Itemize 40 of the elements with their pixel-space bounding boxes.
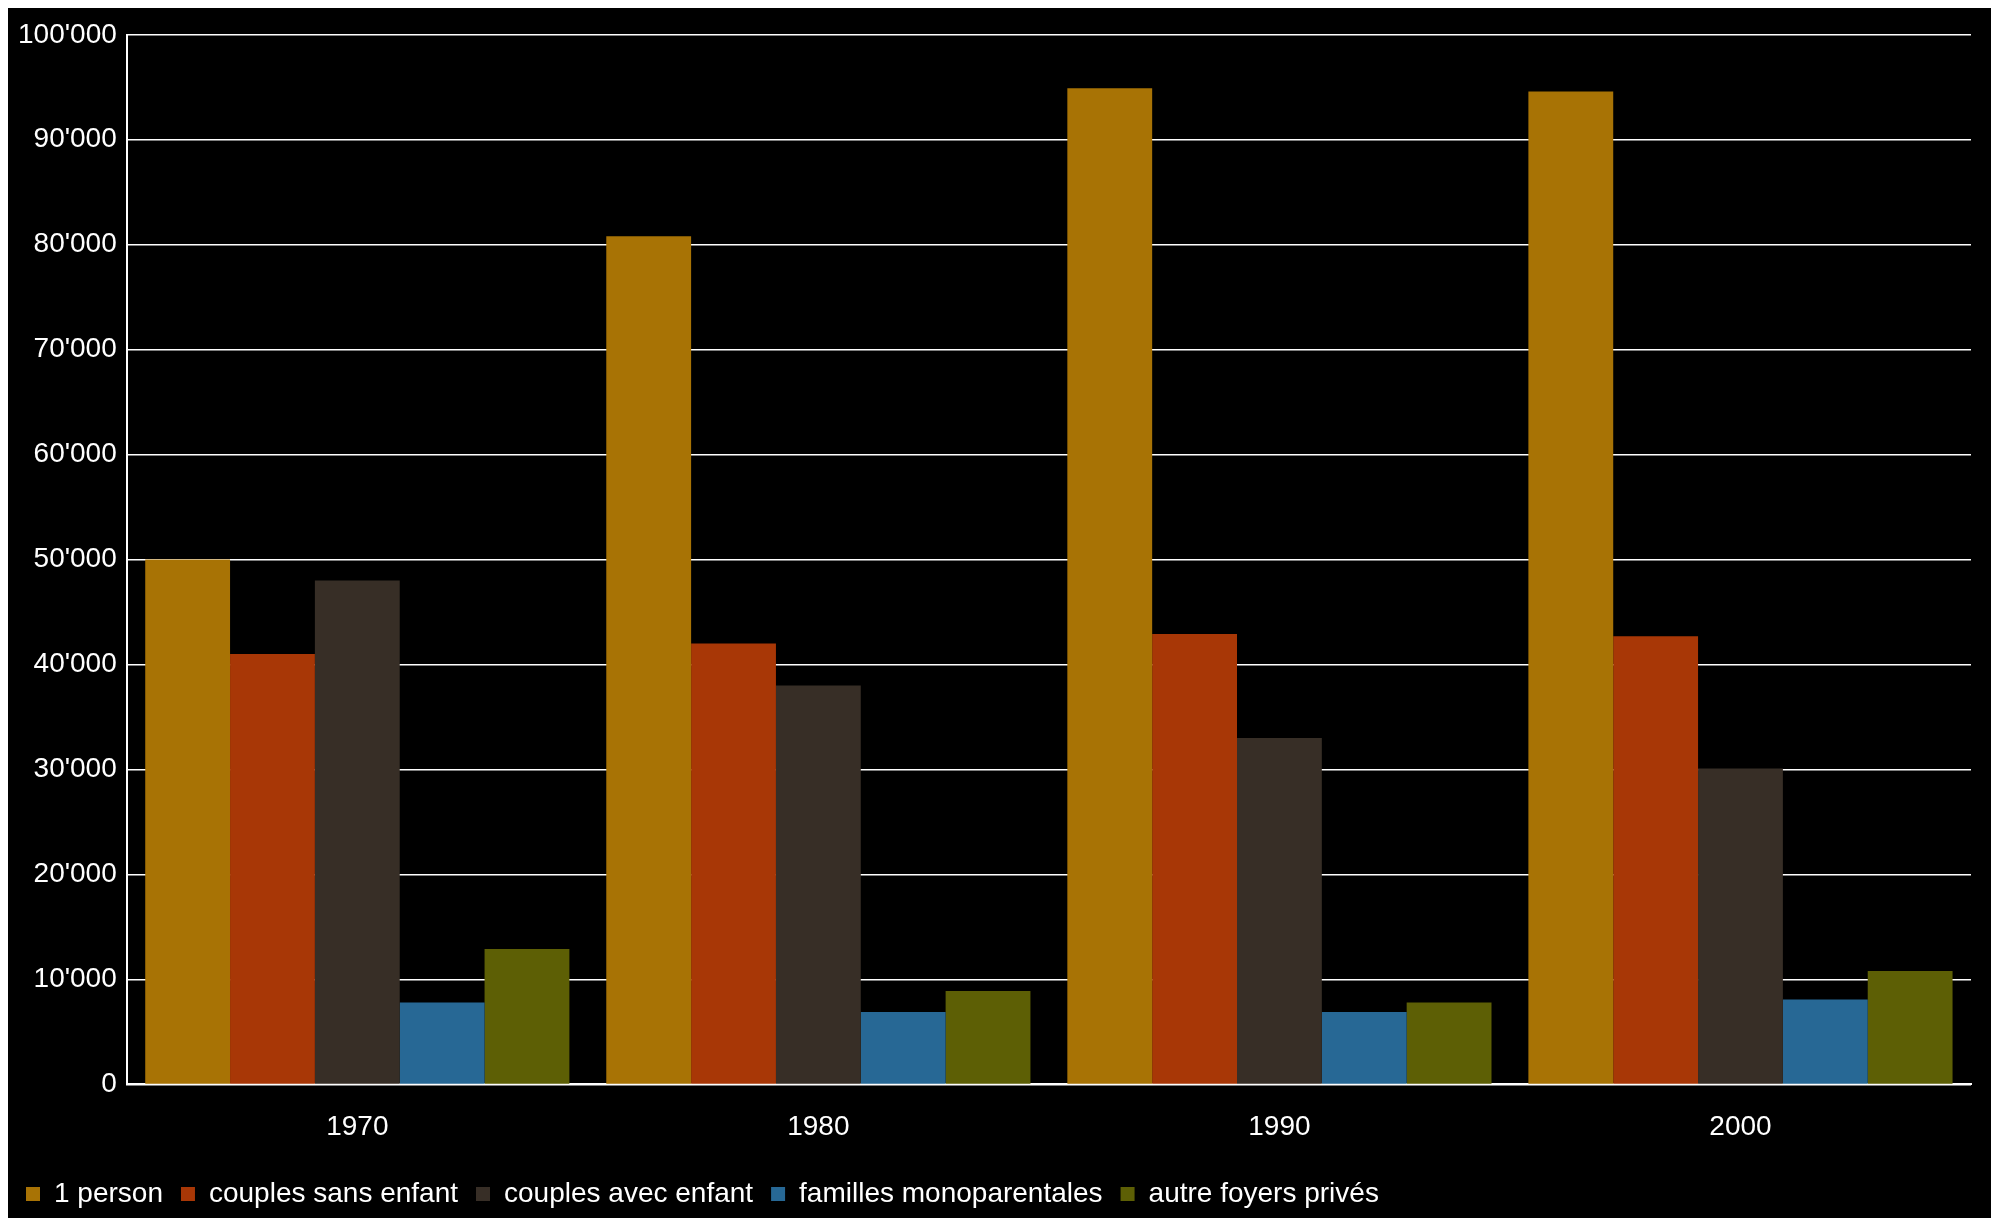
- y-tick-label: 20'000: [33, 857, 117, 889]
- bar: [314, 580, 400, 1084]
- bar: [691, 643, 776, 1084]
- y-tick-label: 60'000: [33, 437, 117, 469]
- bar: [606, 236, 692, 1084]
- y-tick-label: 100'000: [18, 17, 117, 49]
- bar: [1406, 1002, 1492, 1084]
- bar: [860, 1011, 946, 1084]
- bar: [399, 1002, 485, 1084]
- bar: [1867, 971, 1953, 1084]
- bar: [1067, 88, 1153, 1084]
- y-tick-label: 90'000: [33, 122, 117, 154]
- bar: [1528, 91, 1614, 1084]
- x-tick-label: 2000: [1709, 1109, 1772, 1141]
- legend-label: 1 person: [54, 1176, 163, 1208]
- y-tick-label: 0: [101, 1067, 117, 1099]
- legend-label: couples sans enfant: [208, 1176, 459, 1208]
- y-tick-label: 10'000: [33, 962, 117, 994]
- bar: [1152, 634, 1237, 1084]
- legend-label: autre foyers privés: [1148, 1176, 1379, 1208]
- bar: [1782, 999, 1868, 1084]
- legend-label: familles monoparentales: [799, 1176, 1103, 1208]
- bar: [1237, 738, 1322, 1084]
- x-tick-label: 1970: [326, 1109, 389, 1141]
- bar: [1698, 768, 1783, 1084]
- y-tick-label: 70'000: [33, 332, 117, 364]
- bar: [775, 685, 861, 1084]
- y-tick-label: 40'000: [33, 647, 117, 679]
- bar: [145, 559, 231, 1084]
- legend-label: couples avec enfant: [504, 1176, 754, 1208]
- bar: [945, 990, 1031, 1084]
- x-tick-label: 1980: [787, 1109, 850, 1141]
- bar: [1613, 636, 1699, 1084]
- y-tick-label: 50'000: [33, 542, 117, 574]
- bar: [1321, 1011, 1407, 1084]
- y-tick-label: 30'000: [33, 752, 117, 784]
- bar: [484, 949, 570, 1084]
- x-tick-label: 1990: [1248, 1109, 1311, 1141]
- y-tick-label: 80'000: [33, 227, 117, 259]
- bar: [230, 654, 315, 1084]
